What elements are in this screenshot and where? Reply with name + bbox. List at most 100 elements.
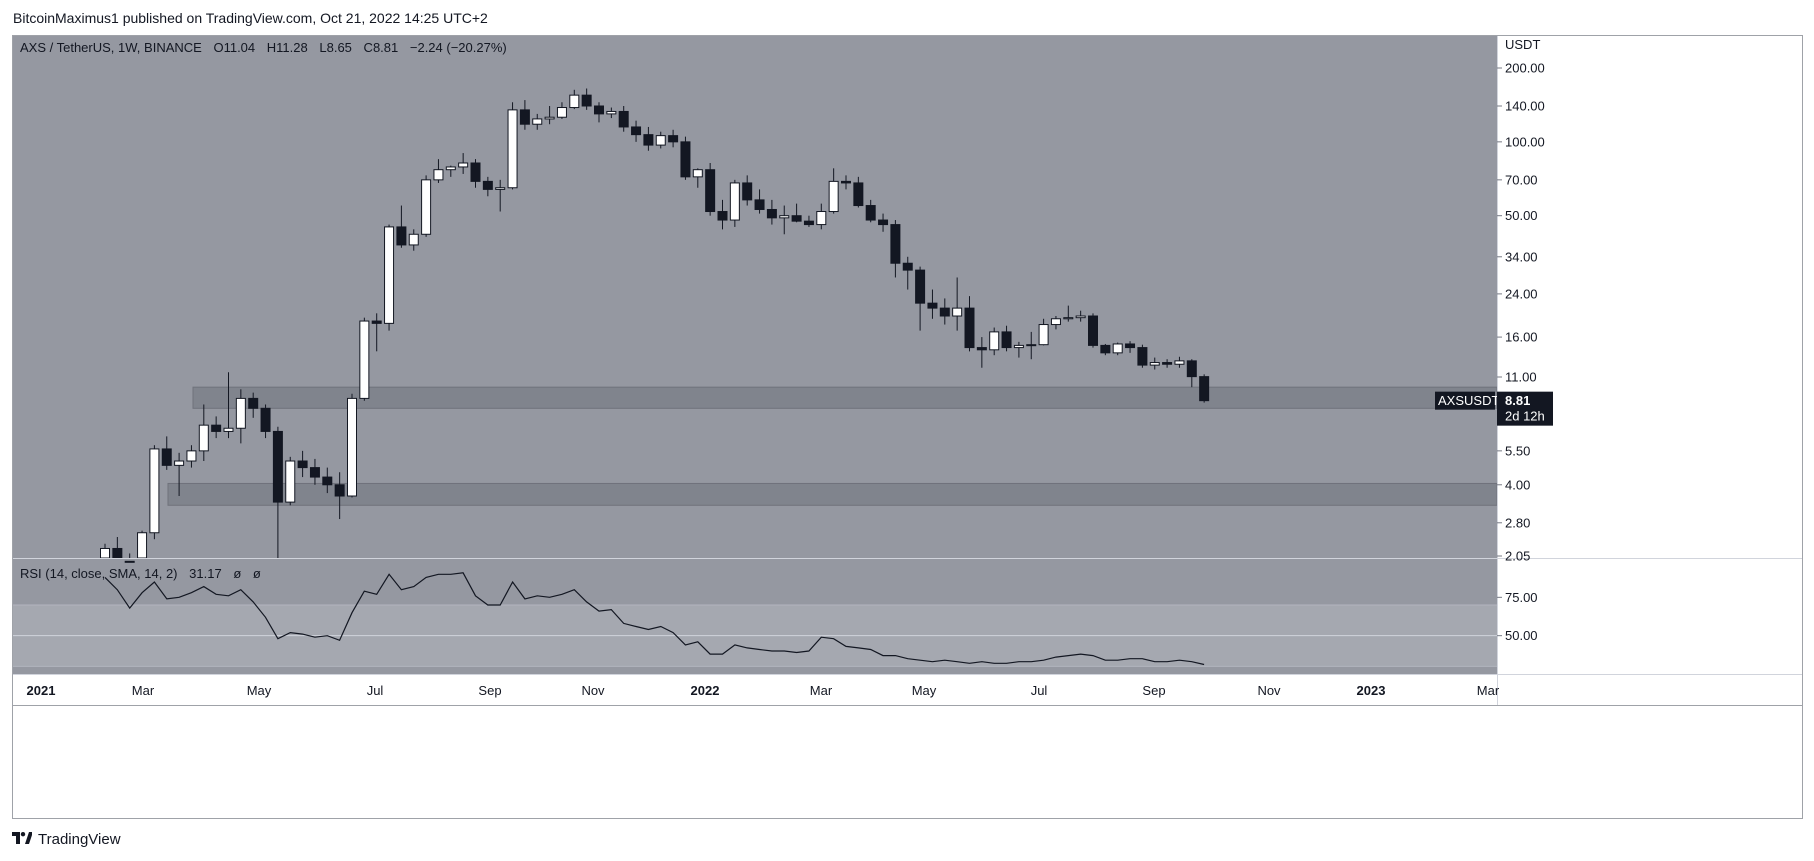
price-tick-label: 70.00 xyxy=(1505,172,1538,187)
rsi-extra-1: ø xyxy=(233,566,241,581)
candle-body xyxy=(890,224,901,264)
candle-body xyxy=(174,460,185,466)
price-tick-label: 2.80 xyxy=(1505,515,1530,530)
candle-down xyxy=(742,175,753,206)
legend-high-label: H xyxy=(267,40,276,55)
candle-body xyxy=(989,331,1000,351)
candle-down xyxy=(1088,313,1098,348)
candle-up xyxy=(1149,357,1160,370)
candle-body xyxy=(717,211,728,221)
candle-up xyxy=(359,317,370,401)
candle-up xyxy=(433,159,444,183)
candle-body xyxy=(519,109,530,125)
candle-body xyxy=(1137,347,1148,366)
price-scale-currency: USDT xyxy=(1505,37,1540,52)
candle-down xyxy=(161,436,172,470)
candle-up xyxy=(458,153,469,174)
candle-down xyxy=(939,298,950,325)
candle-body xyxy=(631,126,642,136)
chart-frame[interactable]: AXS / TetherUS, 1W, BINANCE O11.04 H11.2… xyxy=(12,35,1803,819)
candle-up xyxy=(186,445,197,468)
candle-up xyxy=(445,165,456,177)
candle-down xyxy=(803,215,814,227)
candle-down xyxy=(853,176,864,208)
candle-body xyxy=(1186,360,1197,378)
candle-up xyxy=(828,168,839,214)
time-axis[interactable]: 2021 Mar May Jul Sep Nov 2022 Mar May Jul Sep Nov 20… xyxy=(27,683,1500,698)
candle-up xyxy=(1026,331,1037,360)
candle-up xyxy=(606,107,617,119)
candle-body xyxy=(470,162,481,182)
candle-down xyxy=(791,203,802,223)
candle-body xyxy=(569,94,580,109)
candle-body xyxy=(347,397,357,497)
candle-body xyxy=(544,116,555,120)
price-scale-ticks[interactable]: 200.00 140.00 100.00 70.00 50.00 34.00 24.00 16… xyxy=(1497,61,1545,564)
candle-down xyxy=(260,404,271,439)
candle-down xyxy=(371,313,382,352)
time-axis-label: Mar xyxy=(810,683,833,698)
time-axis-label: May xyxy=(247,683,272,698)
candle-down xyxy=(976,337,987,368)
candle-body xyxy=(272,430,283,503)
candle-up xyxy=(692,168,703,188)
candle-body xyxy=(865,205,876,221)
candle-body xyxy=(384,226,395,324)
candle-up xyxy=(532,113,543,130)
candle-body xyxy=(668,135,679,143)
candle-body xyxy=(198,424,209,452)
support-zone xyxy=(192,386,1498,409)
candle-down xyxy=(865,199,876,223)
time-axis-label: 2023 xyxy=(1357,683,1386,698)
legend-low-value: 8.65 xyxy=(327,40,352,55)
candle-body xyxy=(322,476,333,486)
rsi-extra-2: ø xyxy=(253,566,261,581)
candle-body xyxy=(556,107,567,118)
chart-svg[interactable]: AXS / TetherUS, 1W, BINANCE O11.04 H11.2… xyxy=(13,36,1802,818)
rsi-scale-ticks: 75.00 50.00 xyxy=(1497,590,1538,643)
candle-body xyxy=(1162,362,1173,365)
price-pane[interactable] xyxy=(13,36,1497,558)
candle-body xyxy=(1026,344,1037,347)
candle-body xyxy=(421,179,432,235)
candle-down xyxy=(680,136,691,180)
candle-body xyxy=(211,424,222,432)
rsi-line-group xyxy=(104,572,1205,666)
candle-up xyxy=(384,224,395,331)
candle-up xyxy=(285,456,296,506)
last-price-marker: AXSUSDT 8.81 2d 12h xyxy=(1435,391,1553,426)
candle-down xyxy=(1100,343,1111,356)
price-tick-label: 16.00 xyxy=(1505,330,1538,345)
tradingview-footer[interactable]: TradingView xyxy=(12,829,121,849)
candle-down xyxy=(594,102,604,123)
candle-up xyxy=(989,327,1000,356)
candle-up xyxy=(347,393,357,498)
candle-up xyxy=(544,105,555,125)
candle-body xyxy=(186,450,197,462)
candle-body xyxy=(359,320,370,399)
candle-body xyxy=(297,460,308,469)
price-tick-label: 140.00 xyxy=(1505,98,1545,113)
candle-body xyxy=(878,219,889,226)
candle-up xyxy=(198,404,209,462)
candle-body xyxy=(594,105,604,115)
candle-up xyxy=(655,131,666,149)
candle-body xyxy=(828,180,839,213)
candle-body xyxy=(680,141,691,178)
candle-body xyxy=(779,215,790,219)
candle-down xyxy=(668,129,679,148)
legend-line[interactable]: AXS / TetherUS, 1W, BINANCE O11.04 H11.2… xyxy=(20,40,507,55)
candle-up xyxy=(1075,310,1086,322)
candle-body xyxy=(643,134,654,146)
time-axis-label: Sep xyxy=(478,683,501,698)
candle-body xyxy=(1199,376,1210,402)
time-axis-label: Mar xyxy=(132,683,155,698)
candle-down xyxy=(322,467,333,494)
legend-open-value: 11.04 xyxy=(224,40,256,55)
candle-up xyxy=(174,452,185,497)
price-tick-label: 11.00 xyxy=(1505,370,1537,385)
time-axis-label: Sep xyxy=(1142,683,1165,698)
candle-body xyxy=(841,180,851,184)
rsi-legend[interactable]: RSI (14, close, SMA, 14, 2) 31.17 ø ø xyxy=(20,566,261,581)
candle-body xyxy=(816,211,827,226)
